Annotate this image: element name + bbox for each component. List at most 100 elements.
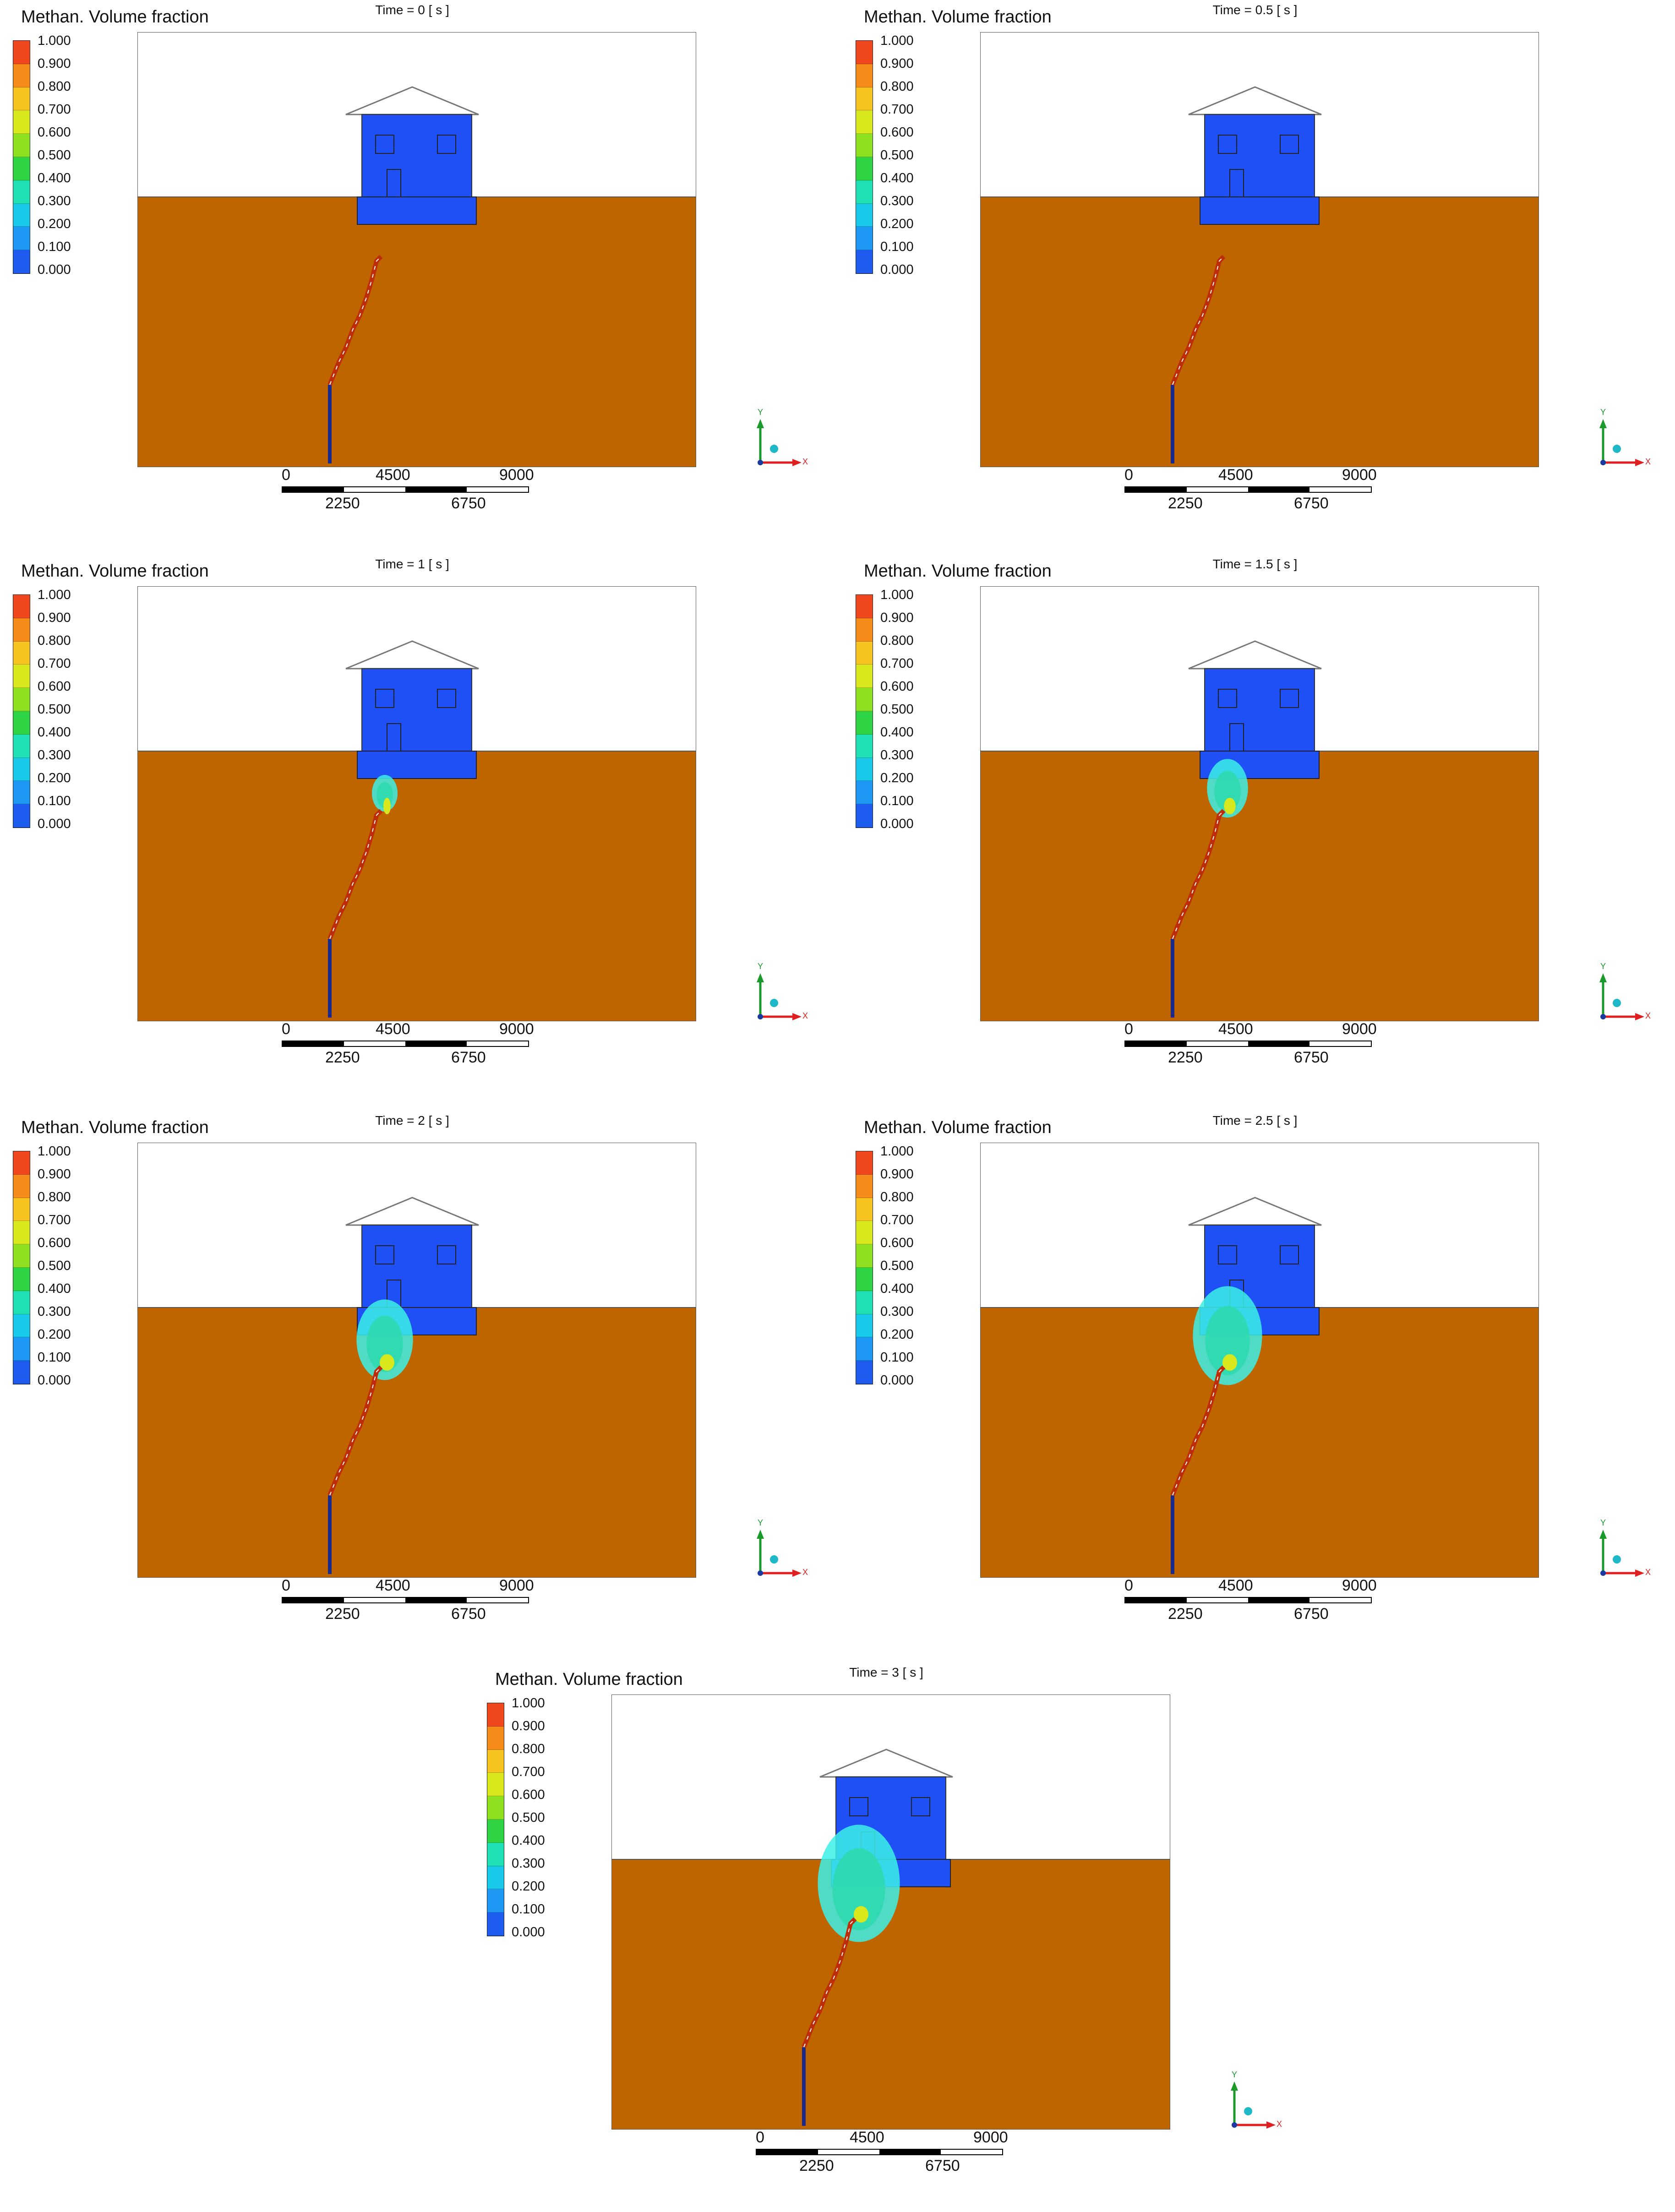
- scale-bar: 0 4500 9000 2250 6750: [279, 466, 534, 512]
- house-window-left: [1218, 689, 1237, 708]
- methane-plume: [818, 1825, 900, 1942]
- scale-bottom-label: 6750: [1294, 1605, 1329, 1623]
- legend-tick-label: 0.100: [880, 1350, 914, 1365]
- legend-ticks: 1.000 0.900 0.800 0.700 0.600 0.500 0.400 0.300…: [38, 588, 71, 843]
- legend-tick-label: 0.900: [38, 56, 71, 71]
- simulation-domain: [980, 1143, 1539, 1578]
- scale-top-label: 4500: [1218, 1577, 1253, 1594]
- legend-tick-label: 0.600: [880, 125, 914, 140]
- scale-segment: [1187, 1598, 1248, 1602]
- legend-tick-label: 0.900: [880, 610, 914, 625]
- legend-tick-label: 0.100: [512, 1902, 545, 1917]
- legend-tick-label: 0.500: [38, 702, 71, 717]
- scale-bar: 0 4500 9000 2250 6750: [753, 2129, 1008, 2174]
- legend-tick-label: 0.000: [880, 262, 914, 277]
- pipeline: [1170, 255, 1226, 463]
- legend-swatch: [856, 203, 873, 227]
- scale-segment: [283, 1598, 344, 1602]
- legend-swatch: [13, 595, 30, 618]
- simulation-panel: Methan. Volume fraction Time = 2 [ s ] 1.0…: [0, 1111, 824, 1660]
- legend-swatch: [13, 64, 30, 87]
- scale-bottom-label: 6750: [451, 1605, 486, 1623]
- scale-bottom-label: 2250: [325, 1605, 360, 1623]
- house-window-left: [1218, 1245, 1237, 1264]
- legend-swatch: [13, 1151, 30, 1175]
- axis-y-label: Y: [758, 1518, 764, 1527]
- axis-y-label: Y: [1600, 408, 1606, 417]
- legend-tick-label: 0.100: [38, 1350, 71, 1365]
- scale-top-label: 0: [1124, 1020, 1133, 1038]
- legend-swatch: [856, 157, 873, 180]
- house-window-left: [1218, 135, 1237, 154]
- legend-swatch: [856, 757, 873, 781]
- scale-segment: [344, 1598, 405, 1602]
- scale-top-label: 9000: [1342, 466, 1377, 484]
- axis-x-label: X: [802, 1011, 808, 1020]
- legend-swatch: [856, 180, 873, 204]
- scale-bar-segments: [756, 2149, 1003, 2155]
- legend-ticks: 1.000 0.900 0.800 0.700 0.600 0.500 0.400 0.300…: [880, 588, 914, 843]
- pipeline: [327, 255, 383, 463]
- legend-swatch: [487, 1819, 504, 1843]
- legend-swatch: [856, 734, 873, 758]
- legend-ticks: 1.000 0.900 0.800 0.700 0.600 0.500 0.400 0.300…: [38, 1145, 71, 1400]
- legend-tick-label: 0.700: [38, 1213, 71, 1227]
- scale-bottom-label: 6750: [1294, 495, 1329, 512]
- legend-tick-label: 0.000: [38, 817, 71, 831]
- legend-swatch: [856, 250, 873, 273]
- simulation-view: [980, 32, 1539, 467]
- legend-tick-label: 0.200: [38, 217, 71, 231]
- scale-segment: [1248, 487, 1309, 492]
- house-window-left: [375, 135, 394, 154]
- legend-swatch: [856, 87, 873, 111]
- legend-ticks: 1.000 0.900 0.800 0.700 0.600 0.500 0.400 0.300…: [880, 1144, 914, 1400]
- house-window-right: [1280, 689, 1299, 708]
- legend-title: Methan. Volume fraction: [495, 1670, 683, 1689]
- legend-ticks: 1.000 0.900 0.800 0.700 0.600 0.500 0.400 0.300…: [512, 1697, 545, 1951]
- legend-swatch: [487, 1912, 504, 1936]
- legend-tick-label: 0.300: [38, 748, 71, 763]
- legend-tick-label: 1.000: [880, 1144, 914, 1159]
- time-label: Time = 0.5 [ s ]: [1212, 3, 1298, 17]
- legend-tick-label: 0.400: [880, 725, 914, 740]
- legend-swatch: [856, 595, 873, 618]
- scale-segment: [467, 1041, 528, 1046]
- time-label: Time = 2 [ s ]: [375, 1113, 449, 1128]
- house-window-left: [849, 1797, 868, 1816]
- legend-title: Methan. Volume fraction: [864, 561, 1052, 581]
- scale-bar-segments: [1124, 1597, 1372, 1603]
- legend-tick-label: 0.600: [880, 679, 914, 694]
- legend-tick-label: 1.000: [38, 33, 71, 48]
- scale-segment: [1248, 1041, 1309, 1046]
- scale-bottom-label: 6750: [925, 2157, 960, 2174]
- legend-tick-label: 1.000: [880, 33, 914, 48]
- legend-tick-label: 0.800: [38, 79, 71, 94]
- simulation-panel: Methan. Volume fraction Time = 0.5 [ s ] 1…: [843, 0, 1667, 550]
- house-basement: [357, 196, 477, 225]
- legend-tick-label: 0.000: [512, 1925, 545, 1940]
- axis-x-label: X: [1645, 457, 1651, 466]
- scale-segment: [1125, 1041, 1187, 1046]
- legend-swatch: [487, 1796, 504, 1820]
- house-door: [387, 723, 401, 752]
- legend-tick-label: 0.100: [880, 240, 914, 254]
- legend-swatch: [856, 134, 873, 157]
- house-basement: [357, 751, 477, 779]
- legend-tick-label: 0.800: [38, 633, 71, 648]
- legend-tick-label: 0.800: [880, 1190, 914, 1204]
- simulation-domain: [980, 586, 1539, 1021]
- legend-tick-label: 0.100: [38, 240, 71, 254]
- legend-swatch: [856, 1221, 873, 1245]
- axis-x-label: X: [802, 1568, 808, 1577]
- legend-swatch: [13, 734, 30, 758]
- house-door: [387, 169, 401, 197]
- pipeline: [1170, 1365, 1226, 1574]
- simulation-domain: [137, 32, 696, 467]
- house-door: [1229, 723, 1244, 752]
- house-basement: [1200, 196, 1320, 225]
- legend-swatch: [856, 1244, 873, 1268]
- axis-y-label: Y: [758, 962, 764, 971]
- scale-segment: [879, 2150, 941, 2154]
